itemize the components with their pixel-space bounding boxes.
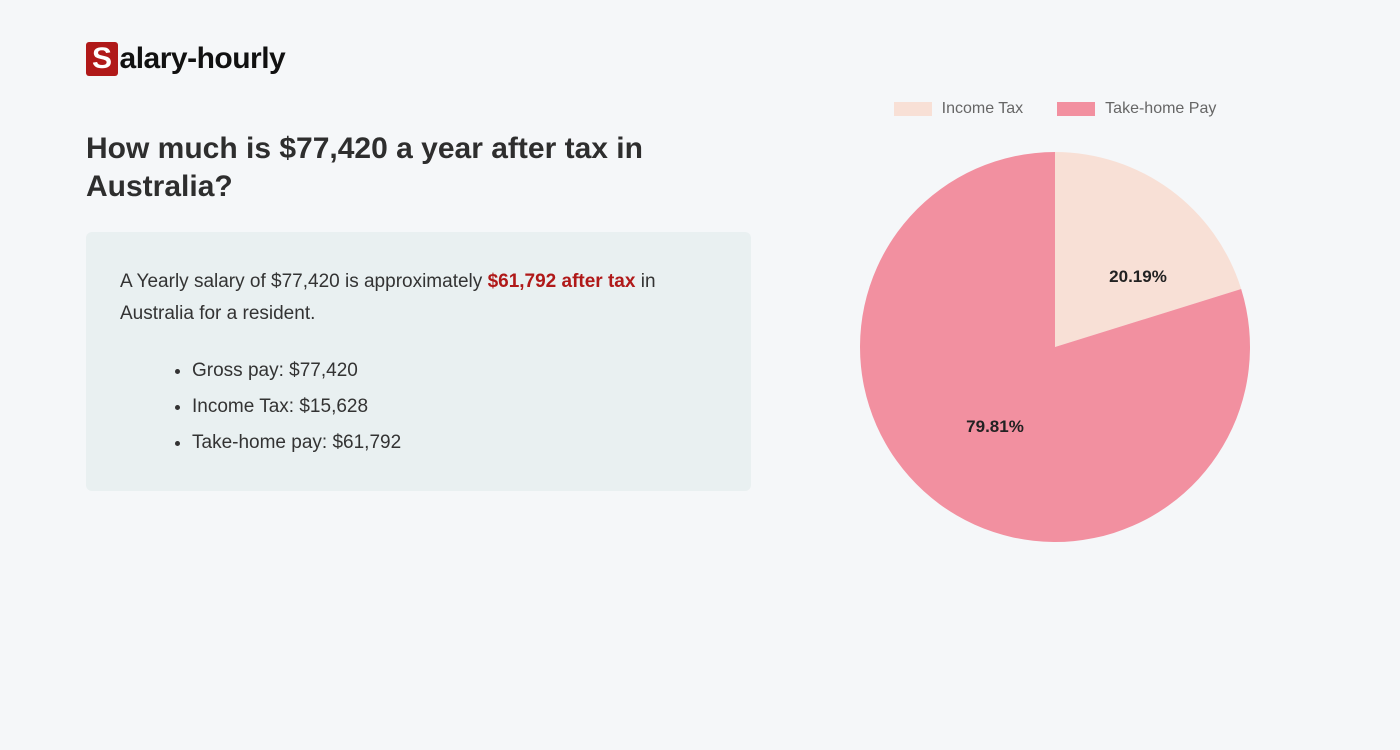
pie-chart: 20.19% 79.81% bbox=[830, 132, 1280, 562]
legend-item-income-tax: Income Tax bbox=[894, 100, 1024, 118]
pie-slice-label: 79.81% bbox=[966, 417, 1024, 436]
pie-svg: 20.19% 79.81% bbox=[840, 132, 1270, 562]
summary-highlight: $61,792 after tax bbox=[488, 271, 636, 292]
summary-lead-before: A Yearly salary of $77,420 is approximat… bbox=[120, 271, 488, 292]
chart-legend: Income Tax Take-home Pay bbox=[830, 100, 1280, 118]
summary-list: Gross pay: $77,420 Income Tax: $15,628 T… bbox=[120, 353, 717, 461]
summary-card: A Yearly salary of $77,420 is approximat… bbox=[86, 232, 751, 491]
site-logo: Salary-hourly bbox=[86, 42, 285, 76]
page-title: How much is $77,420 a year after tax in … bbox=[86, 130, 706, 205]
legend-label: Income Tax bbox=[942, 100, 1024, 118]
logo-badge: S bbox=[86, 42, 118, 76]
legend-item-take-home: Take-home Pay bbox=[1057, 100, 1216, 118]
pie-slice-label: 20.19% bbox=[1109, 267, 1167, 286]
list-item: Income Tax: $15,628 bbox=[192, 389, 717, 425]
logo-text: alary-hourly bbox=[120, 42, 286, 75]
list-item: Gross pay: $77,420 bbox=[192, 353, 717, 389]
list-item: Take-home pay: $61,792 bbox=[192, 425, 717, 461]
pie-chart-region: Income Tax Take-home Pay 20.19% 79.81% bbox=[830, 100, 1280, 562]
summary-lead: A Yearly salary of $77,420 is approximat… bbox=[120, 266, 717, 331]
legend-swatch bbox=[894, 102, 932, 116]
legend-swatch bbox=[1057, 102, 1095, 116]
legend-label: Take-home Pay bbox=[1105, 100, 1216, 118]
